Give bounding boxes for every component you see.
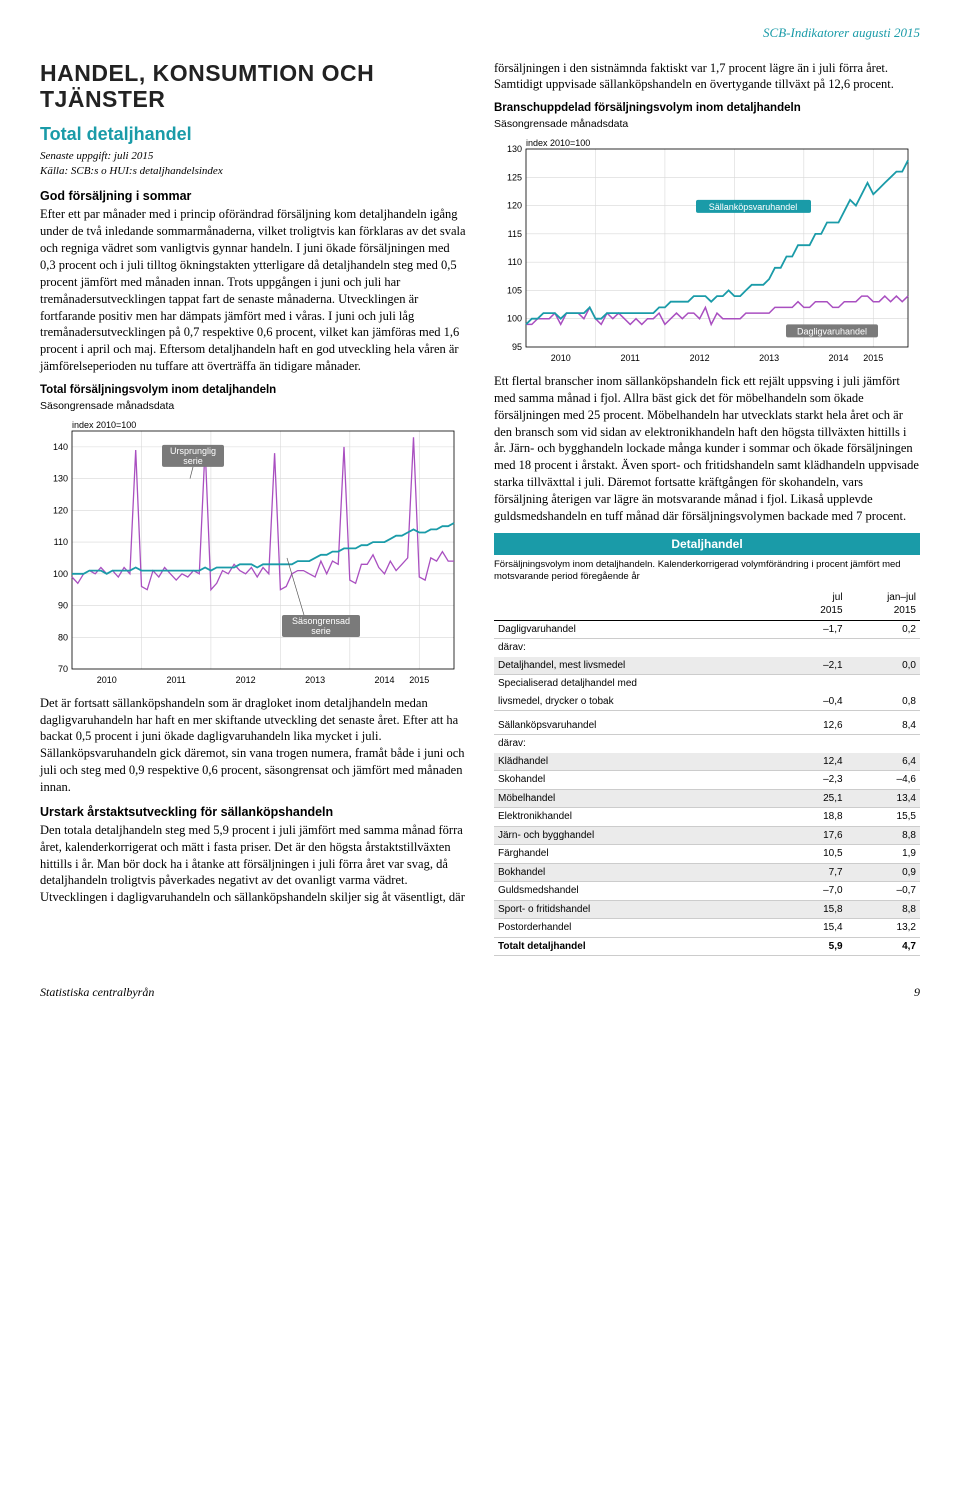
table-row: Postorderhandel15,413,2 (494, 919, 920, 938)
chart-2-subtitle: Säsongrensade månadsdata (494, 117, 920, 131)
right-column: försäljningen i den sistnämnda faktiskt … (494, 60, 920, 957)
table-row: Detaljhandel, mest livsmedel–2,10,0 (494, 657, 920, 675)
svg-text:110: 110 (508, 257, 522, 267)
chart-1-svg: 70 80 90 100 110 120 130 140 2010 2011 2012 2013 201… (40, 417, 460, 687)
chart-1-title: Total försäljningsvolym inom detaljhande… (40, 383, 466, 399)
footer-right: 9 (914, 984, 920, 1000)
svg-text:Sällanköpsvaruhandel: Sällanköpsvaruhandel (709, 202, 798, 212)
svg-text:2013: 2013 (305, 675, 325, 685)
svg-text:Dagligvaruhandel: Dagligvaruhandel (797, 326, 867, 336)
svg-text:2012: 2012 (236, 675, 256, 685)
svg-text:90: 90 (58, 600, 68, 610)
publication-header: SCB-Indikatorer augusti 2015 (40, 24, 920, 42)
section-heading: Total detaljhandel (40, 122, 466, 146)
table-header-row: jul2015 jan–jul2015 (494, 589, 920, 621)
subhead-2: Urstark årstaktsutveckling för sällanköp… (40, 804, 466, 821)
svg-text:100: 100 (53, 569, 68, 579)
svg-text:serie: serie (183, 456, 203, 466)
svg-text:2013: 2013 (759, 353, 779, 363)
svg-text:Säsongrensad: Säsongrensad (292, 616, 350, 626)
svg-text:115: 115 (508, 229, 522, 239)
table-row: därav: (494, 735, 920, 753)
chart-2-title: Branschuppdelad försäljningsvolym inom d… (494, 101, 920, 117)
svg-text:120: 120 (53, 505, 68, 515)
svg-text:index 2010=100: index 2010=100 (526, 138, 590, 148)
retail-table: jul2015 jan–jul2015 Dagligvaruhandel–1,7… (494, 589, 920, 957)
table-total-row: Totalt detaljhandel5,94,7 (494, 937, 920, 956)
table-row: Sport- o fritidshandel15,88,8 (494, 900, 920, 919)
paragraph-r1: försäljningen i den sistnämnda faktiskt … (494, 60, 920, 94)
chart-2-svg: 95 100 105 110 115 120 125 130 2010 2011 2012 2013 2… (494, 135, 914, 365)
table-row: Bokhandel7,70,9 (494, 863, 920, 882)
table-row: Skohandel–2,3–4,6 (494, 771, 920, 790)
svg-text:110: 110 (54, 537, 68, 547)
svg-text:120: 120 (507, 201, 522, 211)
col2-label: jan–jul (887, 592, 916, 603)
main-heading: HANDEL, KONSUMTION OCH TJÄNSTER (40, 60, 466, 113)
svg-text:2012: 2012 (690, 353, 710, 363)
page-footer: Statistiska centralbyrån 9 (40, 984, 920, 1000)
table-row: Möbelhandel25,113,4 (494, 789, 920, 808)
meta-line-2: Källa: SCB:s o HUI:s detaljhandelsindex (40, 164, 466, 179)
meta-line-1: Senaste uppgift: juli 2015 (40, 149, 466, 164)
paragraph-3: Den totala detaljhandeln steg med 5,9 pr… (40, 822, 466, 906)
table-row: Specialiserad detaljhandel med (494, 675, 920, 693)
svg-text:2010: 2010 (551, 353, 571, 363)
table-heading-bar: Detaljhandel (494, 533, 920, 555)
table-row: livsmedel, drycker o tobak–0,40,8 (494, 693, 920, 711)
paragraph-2: Det är fortsatt sällanköpshandeln som är… (40, 695, 466, 796)
table-row: Elektronikhandel18,815,5 (494, 808, 920, 827)
svg-text:serie: serie (311, 626, 331, 636)
svg-text:2010: 2010 (97, 675, 117, 685)
svg-text:125: 125 (507, 172, 522, 182)
svg-text:2011: 2011 (167, 675, 186, 685)
svg-text:index 2010=100: index 2010=100 (72, 420, 136, 430)
table-row: Dagligvaruhandel–1,70,2 (494, 620, 920, 639)
svg-text:70: 70 (58, 664, 68, 674)
table-row: Järn- och bygghandel17,68,8 (494, 826, 920, 845)
svg-text:100: 100 (507, 314, 522, 324)
svg-text:2014: 2014 (375, 675, 395, 685)
svg-text:130: 130 (507, 144, 522, 154)
svg-text:Ursprunglig: Ursprunglig (170, 446, 216, 456)
two-column-layout: HANDEL, KONSUMTION OCH TJÄNSTER Total de… (40, 60, 920, 957)
svg-text:105: 105 (507, 285, 522, 295)
col1-label: jul (833, 592, 843, 603)
table-row: Färghandel10,51,9 (494, 845, 920, 864)
footer-left: Statistiska centralbyrån (40, 984, 154, 1000)
subhead-1: God försäljning i sommar (40, 188, 466, 205)
chart-1-subtitle: Säsongrensade månadsdata (40, 399, 466, 413)
chart-1: Total försäljningsvolym inom detaljhande… (40, 383, 466, 687)
svg-text:2015: 2015 (409, 675, 429, 685)
chart-2: Branschuppdelad försäljningsvolym inom d… (494, 101, 920, 365)
table-row: Guldsmedshandel–7,0–0,7 (494, 882, 920, 901)
table-row: Klädhandel12,46,4 (494, 753, 920, 771)
svg-text:95: 95 (512, 342, 522, 352)
paragraph-r2: Ett flertal branscher inom sällanköpshan… (494, 373, 920, 525)
svg-text:2015: 2015 (863, 353, 883, 363)
paragraph-1: Efter ett par månader med i princip oför… (40, 206, 466, 375)
table-row: Sällanköpsvaruhandel12,68,4 (494, 717, 920, 735)
table-row: därav: (494, 639, 920, 657)
svg-text:2014: 2014 (829, 353, 849, 363)
table-caption: Försäljningsvolym inom detaljhandeln. Ka… (494, 559, 920, 583)
svg-text:130: 130 (53, 473, 68, 483)
svg-text:140: 140 (53, 442, 68, 452)
left-column: HANDEL, KONSUMTION OCH TJÄNSTER Total de… (40, 60, 466, 957)
svg-text:2011: 2011 (621, 353, 640, 363)
svg-text:80: 80 (58, 632, 68, 642)
